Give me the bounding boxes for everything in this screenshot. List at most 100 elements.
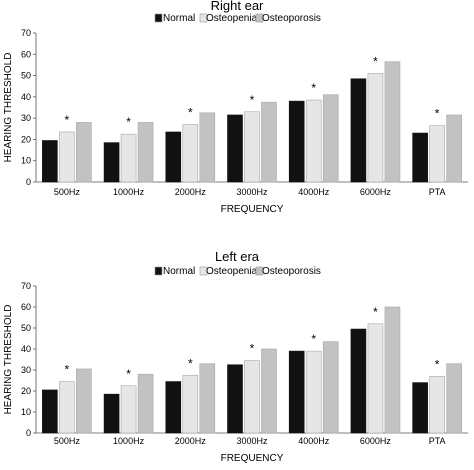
bar-normal-pta	[412, 382, 428, 434]
y-tick-label: 50	[21, 323, 31, 333]
y-axis-label: HEARING THRESHOLD	[3, 305, 14, 415]
bar-normal-4000hz	[288, 100, 305, 183]
x-axis-label: FREQUENCY	[221, 453, 284, 464]
bar-normal-500hz	[42, 140, 58, 183]
chart-left-ear: Left era Normal Osteopenia Osteoporosis 0 10 2…	[3, 249, 468, 464]
legend-swatch	[255, 13, 264, 23]
bar-osteoporosis-pta	[446, 363, 462, 434]
bar-osteopenia-4000hz	[305, 350, 322, 434]
bar-osteoporosis-3000hz	[261, 101, 277, 183]
x-category-label: 6000Hz	[360, 436, 392, 446]
legend-swatch	[199, 266, 208, 276]
bar-osteopenia-1000hz	[120, 385, 137, 434]
x-category-label: PTA	[429, 436, 446, 446]
y-tick-label: 30	[21, 113, 31, 123]
y-tick-label: 40	[21, 344, 31, 354]
y-tick-label: 20	[21, 386, 31, 396]
x-category-label: 500Hz	[54, 187, 81, 197]
bar-osteoporosis-1000hz	[137, 373, 154, 434]
significance-star: *	[188, 356, 193, 370]
legend-swatch	[154, 13, 163, 23]
bar-osteopenia-500hz	[59, 131, 75, 183]
x-category-label: 1000Hz	[113, 187, 145, 197]
legend-swatch	[154, 266, 163, 276]
y-axis-label: HEARING THRESHOLD	[3, 53, 14, 163]
significance-star: *	[250, 93, 255, 107]
legend-label: Normal	[163, 13, 195, 24]
chart-title: Right ear	[211, 0, 264, 13]
bar-normal-500hz	[42, 389, 58, 434]
significance-star: *	[373, 305, 378, 319]
bar-normal-pta	[412, 132, 428, 183]
bar-osteoporosis-3000hz	[261, 348, 277, 434]
bar-osteoporosis-4000hz	[322, 341, 339, 434]
bar-osteopenia-6000hz	[367, 323, 384, 434]
bar-normal-3000hz	[227, 114, 243, 183]
significance-star: *	[65, 363, 70, 377]
bar-osteoporosis-500hz	[76, 368, 92, 434]
bar-osteopenia-2000hz	[182, 374, 199, 434]
x-category-label: 1000Hz	[113, 436, 145, 446]
significance-star: *	[188, 106, 193, 120]
bar-osteopenia-4000hz	[305, 99, 322, 183]
x-axis-label: FREQUENCY	[221, 204, 284, 215]
legend-label: Osteoporosis	[262, 266, 321, 277]
x-category-label: PTA	[429, 187, 446, 197]
y-tick-label: 40	[21, 92, 31, 102]
y-tick-label: 50	[21, 71, 31, 81]
bar-normal-6000hz	[350, 78, 367, 183]
bar-osteopenia-pta	[429, 375, 445, 434]
bar-osteopenia-2000hz	[182, 124, 199, 183]
bar-normal-6000hz	[350, 328, 367, 434]
x-category-label: 2000Hz	[175, 436, 207, 446]
y-tick-label: 60	[21, 49, 31, 59]
bar-normal-3000hz	[227, 364, 243, 434]
x-category-label: 4000Hz	[298, 436, 330, 446]
significance-star: *	[65, 113, 70, 127]
bar-osteoporosis-pta	[446, 114, 462, 183]
y-tick-label: 0	[26, 428, 31, 438]
significance-star: *	[373, 54, 378, 68]
bar-osteopenia-500hz	[59, 381, 75, 434]
significance-star: *	[311, 332, 316, 346]
y-tick-label: 60	[21, 302, 31, 312]
significance-star: *	[311, 81, 316, 95]
y-tick-label: 10	[21, 156, 31, 166]
bar-osteoporosis-1000hz	[137, 122, 154, 183]
bar-normal-4000hz	[288, 350, 305, 434]
bar-osteopenia-3000hz	[244, 111, 260, 183]
legend-label: Osteoporosis	[262, 13, 321, 24]
x-category-label: 2000Hz	[175, 187, 207, 197]
y-tick-label: 30	[21, 365, 31, 375]
y-tick-label: 70	[21, 28, 31, 38]
y-tick-label: 0	[26, 177, 31, 187]
bar-osteoporosis-2000hz	[199, 363, 216, 434]
bar-osteoporosis-4000hz	[322, 94, 339, 183]
x-category-label: 500Hz	[54, 436, 81, 446]
bar-osteoporosis-500hz	[76, 122, 92, 183]
x-category-label: 3000Hz	[236, 187, 268, 197]
bar-osteoporosis-6000hz	[384, 61, 401, 183]
bar-osteopenia-pta	[429, 125, 445, 183]
legend-label: Normal	[163, 266, 195, 277]
significance-star: *	[435, 357, 440, 371]
significance-star: *	[126, 115, 131, 129]
bar-normal-2000hz	[165, 381, 182, 434]
significance-star: *	[435, 107, 440, 121]
significance-star: *	[126, 367, 131, 381]
legend-swatch	[199, 13, 208, 23]
chart-right-ear: Right ear Normal Osteopenia Osteoporosis 0 10…	[3, 0, 468, 215]
bar-osteoporosis-6000hz	[384, 306, 401, 434]
x-category-label: 3000Hz	[236, 436, 268, 446]
legend-label: Osteopenia	[206, 13, 258, 24]
legend-label: Osteopenia	[206, 266, 258, 277]
bar-normal-2000hz	[165, 131, 182, 183]
bar-normal-1000hz	[103, 142, 120, 183]
y-tick-label: 10	[21, 407, 31, 417]
x-category-label: 6000Hz	[360, 187, 392, 197]
bar-normal-1000hz	[103, 393, 120, 434]
bar-osteopenia-3000hz	[244, 360, 260, 434]
y-tick-label: 70	[21, 281, 31, 291]
